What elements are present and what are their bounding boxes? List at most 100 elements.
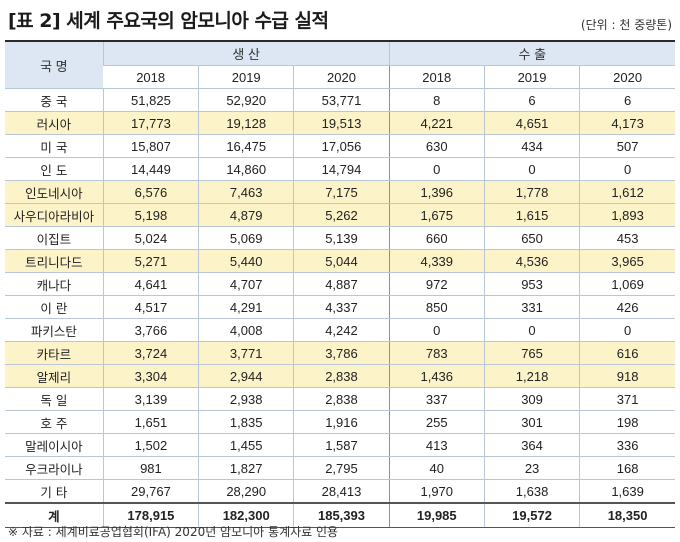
export-cell: 850 bbox=[388, 295, 485, 319]
export-cell: 1,436 bbox=[388, 364, 485, 388]
year-header: 2018 bbox=[103, 65, 199, 89]
production-cell: 5,069 bbox=[198, 226, 294, 250]
production-cell: 1,827 bbox=[198, 456, 294, 480]
export-cell: 337 bbox=[388, 387, 485, 411]
year-header: 2018 bbox=[388, 65, 485, 89]
production-cell: 1,651 bbox=[102, 410, 199, 434]
production-cell: 29,767 bbox=[102, 479, 199, 504]
export-cell: 0 bbox=[483, 157, 580, 181]
export-cell: 1,778 bbox=[483, 180, 580, 204]
export-cell: 255 bbox=[388, 410, 485, 434]
production-cell: 178,915 bbox=[102, 502, 199, 528]
table-row: 이집트 5,024 5,069 5,139 660 650 453 bbox=[5, 226, 675, 250]
export-cell: 1,612 bbox=[579, 180, 675, 204]
export-cell: 4,536 bbox=[483, 249, 580, 273]
production-cell: 28,413 bbox=[293, 479, 390, 504]
export-cell: 198 bbox=[579, 410, 675, 434]
table-title: [표 2] 세계 주요국의 암모니아 수급 실적 bbox=[8, 10, 329, 32]
production-cell: 2,944 bbox=[198, 364, 294, 388]
country-name: 사우디아라비아 bbox=[5, 203, 104, 227]
table-row: 파키스탄 3,766 4,008 4,242 0 0 0 bbox=[5, 318, 675, 342]
year-header: 2020 bbox=[579, 65, 675, 89]
export-cell: 1,893 bbox=[579, 203, 675, 227]
country-name: 미 국 bbox=[5, 134, 104, 158]
production-cell: 5,198 bbox=[102, 203, 199, 227]
production-cell: 17,773 bbox=[102, 111, 199, 135]
export-cell: 1,970 bbox=[388, 479, 485, 504]
ammonia-supply-table: 국 명 생 산 수 출 2018 2019 2020 2018 2019 202… bbox=[5, 40, 675, 528]
export-cell: 426 bbox=[579, 295, 675, 319]
table-row: 중 국 51,825 52,920 53,771 8 6 6 bbox=[5, 88, 675, 112]
country-name: 트리니다드 bbox=[5, 249, 104, 273]
export-cell: 168 bbox=[579, 456, 675, 480]
export-cell: 660 bbox=[388, 226, 485, 250]
production-cell: 5,440 bbox=[198, 249, 294, 273]
unit-label: (단위 : 천 중량톤) bbox=[580, 18, 672, 32]
production-cell: 2,795 bbox=[293, 456, 390, 480]
year-header: 2019 bbox=[198, 65, 294, 89]
production-cell: 4,291 bbox=[198, 295, 294, 319]
export-cell: 953 bbox=[483, 272, 580, 296]
country-name: 호 주 bbox=[5, 410, 104, 434]
export-cell: 0 bbox=[483, 318, 580, 342]
export-cell: 371 bbox=[579, 387, 675, 411]
production-cell: 5,044 bbox=[293, 249, 390, 273]
export-cell: 507 bbox=[579, 134, 675, 158]
export-cell: 630 bbox=[388, 134, 485, 158]
table-row: 인 도 14,449 14,860 14,794 0 0 0 bbox=[5, 157, 675, 181]
table-row: 기 타 29,767 28,290 28,413 1,970 1,638 1,639 bbox=[5, 479, 675, 504]
export-cell: 434 bbox=[483, 134, 580, 158]
export-cell: 301 bbox=[483, 410, 580, 434]
production-cell: 2,838 bbox=[293, 364, 390, 388]
export-cell: 4,173 bbox=[579, 111, 675, 135]
export-cell: 8 bbox=[388, 88, 485, 112]
table-row: 알제리 3,304 2,944 2,838 1,436 1,218 918 bbox=[5, 364, 675, 388]
country-name: 독 일 bbox=[5, 387, 104, 411]
production-cell: 17,056 bbox=[293, 134, 390, 158]
export-cell: 1,396 bbox=[388, 180, 485, 204]
export-cell: 3,965 bbox=[579, 249, 675, 273]
export-cell: 4,221 bbox=[388, 111, 485, 135]
production-cell: 5,139 bbox=[293, 226, 390, 250]
production-cell: 2,838 bbox=[293, 387, 390, 411]
year-header: 2020 bbox=[293, 65, 390, 89]
production-cell: 1,455 bbox=[198, 433, 294, 457]
country-column-header: 국 명 bbox=[5, 40, 104, 89]
country-name: 카타르 bbox=[5, 341, 104, 365]
production-cell: 4,242 bbox=[293, 318, 390, 342]
production-group-header: 생 산 bbox=[102, 40, 390, 66]
export-cell: 1,218 bbox=[483, 364, 580, 388]
production-cell: 4,641 bbox=[102, 272, 199, 296]
table-row: 호 주 1,651 1,835 1,916 255 301 198 bbox=[5, 410, 675, 434]
export-cell: 1,638 bbox=[483, 479, 580, 504]
country-name: 기 타 bbox=[5, 479, 104, 504]
production-cell: 6,576 bbox=[102, 180, 199, 204]
country-name: 파키스탄 bbox=[5, 318, 104, 342]
production-cell: 3,771 bbox=[198, 341, 294, 365]
production-cell: 2,938 bbox=[198, 387, 294, 411]
export-cell: 336 bbox=[579, 433, 675, 457]
production-cell: 7,463 bbox=[198, 180, 294, 204]
total-label: 계 bbox=[5, 502, 104, 528]
production-cell: 981 bbox=[102, 456, 199, 480]
export-cell: 364 bbox=[483, 433, 580, 457]
export-cell: 453 bbox=[579, 226, 675, 250]
export-cell: 1,615 bbox=[483, 203, 580, 227]
production-cell: 185,393 bbox=[293, 502, 390, 528]
table-row: 미 국 15,807 16,475 17,056 630 434 507 bbox=[5, 134, 675, 158]
production-cell: 4,879 bbox=[198, 203, 294, 227]
production-cell: 14,860 bbox=[198, 157, 294, 181]
table-row: 카타르 3,724 3,771 3,786 783 765 616 bbox=[5, 341, 675, 365]
production-cell: 5,024 bbox=[102, 226, 199, 250]
country-name: 인 도 bbox=[5, 157, 104, 181]
export-cell: 4,651 bbox=[483, 111, 580, 135]
export-cell: 616 bbox=[579, 341, 675, 365]
export-cell: 309 bbox=[483, 387, 580, 411]
country-name: 캐나다 bbox=[5, 272, 104, 296]
production-cell: 1,916 bbox=[293, 410, 390, 434]
production-cell: 5,262 bbox=[293, 203, 390, 227]
country-name: 알제리 bbox=[5, 364, 104, 388]
table-row: 러시아 17,773 19,128 19,513 4,221 4,651 4,173 bbox=[5, 111, 675, 135]
export-cell: 331 bbox=[483, 295, 580, 319]
country-name: 중 국 bbox=[5, 88, 104, 112]
